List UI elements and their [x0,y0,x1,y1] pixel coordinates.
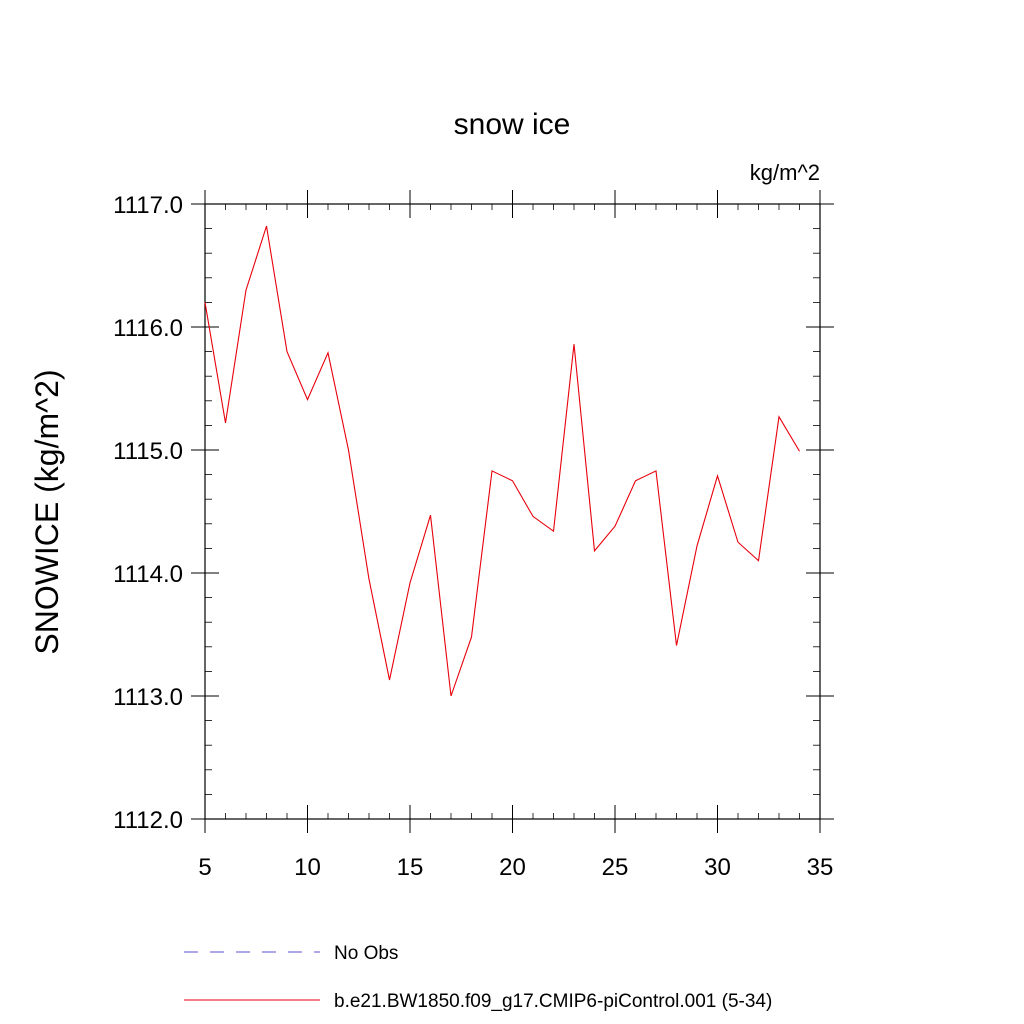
y-tick-labels: 1112.0 1113.0 1114.0 1115.0 1116.0 1117.0 [113,192,183,834]
y-tick-label: 1114.0 [113,561,183,588]
x-tick-label: 20 [499,854,526,881]
plot-frame [204,203,821,820]
x-tick-label: 5 [198,854,211,881]
legend: No Obs b.e21.BW1850.f09_g17.CMIP6-piContr… [184,943,772,1012]
y-tick-label: 1117.0 [113,192,183,219]
y-tick-label: 1113.0 [113,684,183,711]
minor-ticks [205,204,820,819]
chart-title: snow ice [454,108,571,141]
y-axis-label: SNOWICE (kg/m^2) [29,369,65,654]
x-tick-labels: 5 10 15 20 25 30 35 [198,854,833,881]
major-ticks [191,190,834,833]
legend-label: No Obs [334,943,398,964]
x-tick-label: 30 [704,854,731,881]
x-tick-label: 15 [397,854,424,881]
x-tick-label: 35 [807,854,834,881]
y-tick-label: 1112.0 [113,807,183,834]
legend-label: b.e21.BW1850.f09_g17.CMIP6-piControl.001… [334,991,772,1012]
plot-border [204,203,821,820]
y-tick-label: 1115.0 [113,438,183,465]
units-label: kg/m^2 [750,160,820,185]
series-layer [204,225,800,697]
y-tick-label: 1116.0 [113,315,183,342]
x-tick-label: 25 [602,854,629,881]
x-tick-label: 10 [294,854,321,881]
series-line [204,225,800,697]
